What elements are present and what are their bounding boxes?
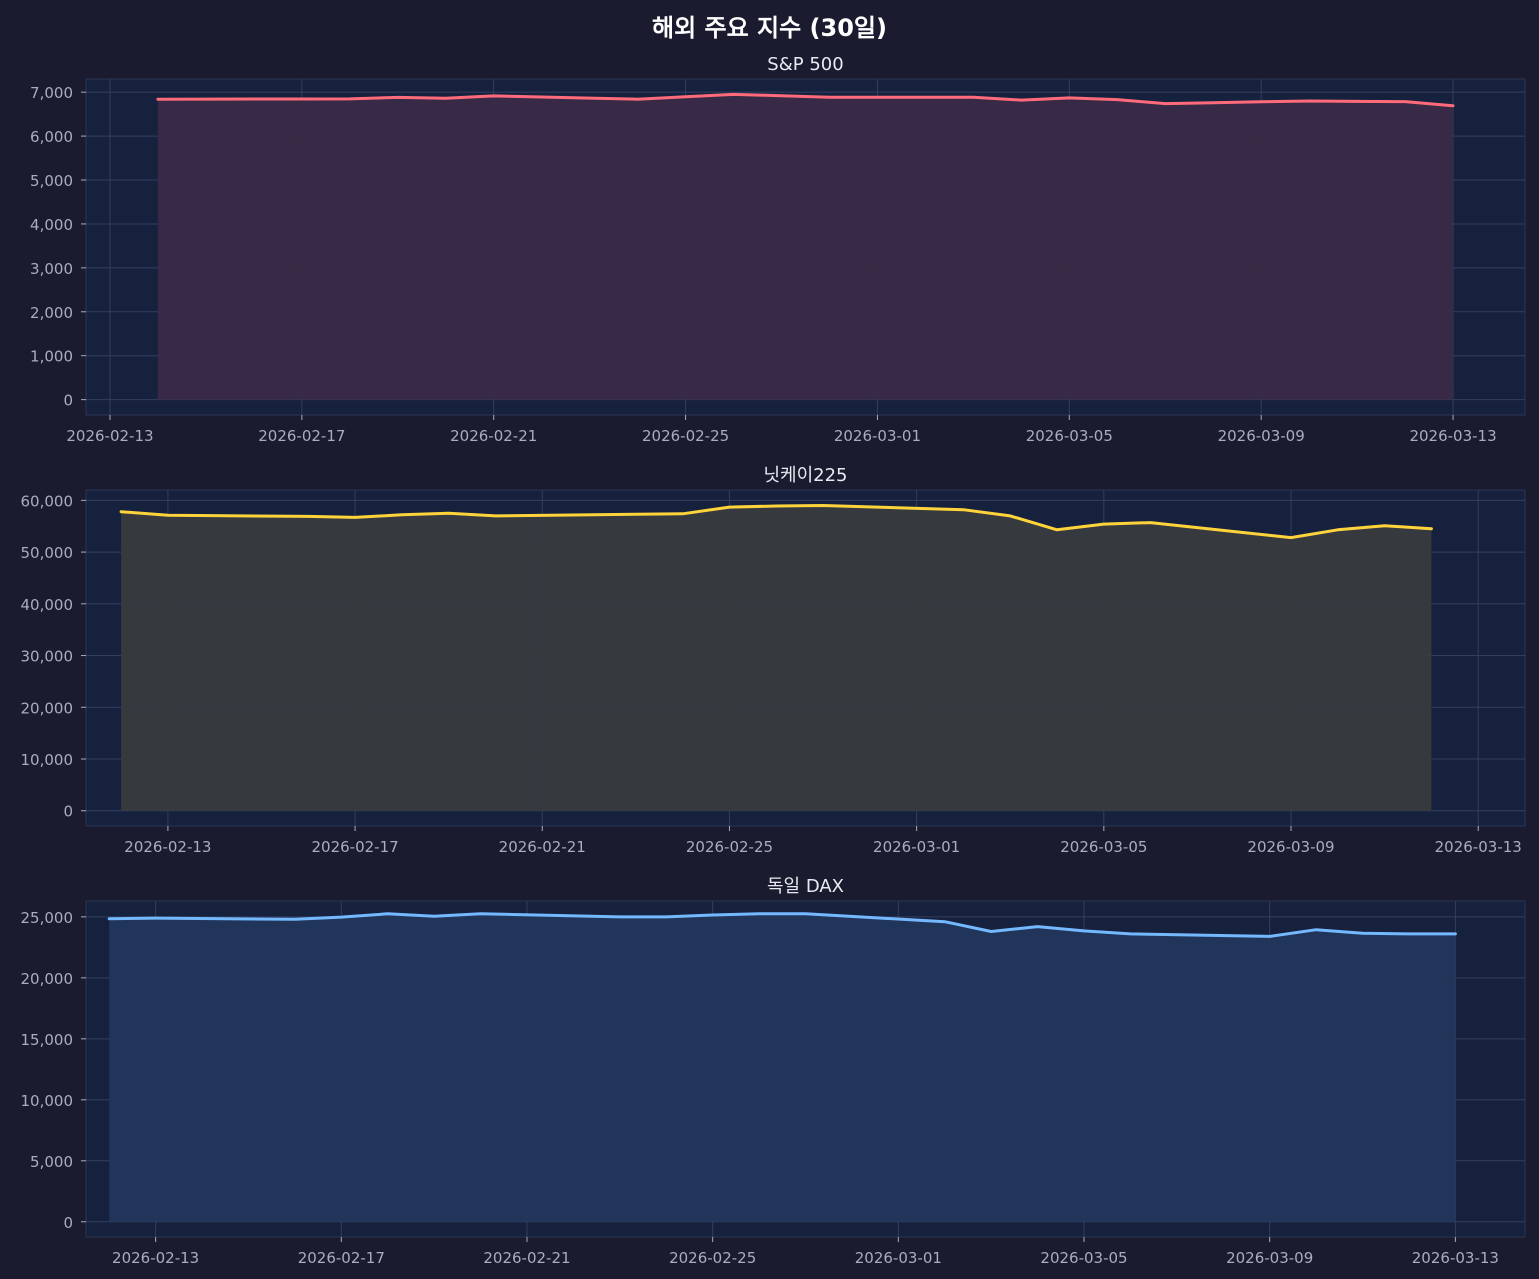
chart-panel: 0 5,000 10,000 15,000 20,000 25,000 2026-02-13… (21, 876, 1526, 1267)
x-tick-label: 2026-02-25 (642, 427, 729, 445)
x-tick-label: 2026-03-01 (855, 1249, 942, 1267)
x-tick-label: 2026-02-17 (298, 1249, 385, 1267)
y-tick-label: 2,000 (30, 304, 73, 322)
subplot-title: 닛케이225 (763, 465, 847, 486)
x-tick-label: 2026-03-01 (873, 838, 960, 856)
y-tick-label: 20,000 (21, 970, 74, 988)
y-tick-label: 6,000 (30, 128, 73, 146)
x-tick-label: 2026-02-25 (669, 1249, 756, 1267)
x-tick-label: 2026-03-13 (1435, 838, 1522, 856)
y-tick-label: 50,000 (21, 544, 74, 562)
figure-title: 해외 주요 지수 (30일) (652, 14, 887, 42)
series-line (119, 504, 1433, 540)
x-tick-label: 2026-02-17 (311, 838, 398, 856)
y-tick-label: 20,000 (21, 699, 74, 717)
x-tick-label: 2026-03-05 (1026, 427, 1113, 445)
series-area (109, 913, 1456, 1222)
x-tick-label: 2026-02-13 (66, 427, 153, 445)
x-tick-label: 2026-03-09 (1247, 838, 1334, 856)
x-tick-label: 2026-02-13 (124, 838, 211, 856)
x-tick-label: 2026-02-21 (499, 838, 586, 856)
x-tick-label: 2026-03-09 (1218, 427, 1305, 445)
x-tick-label: 2026-02-25 (686, 838, 773, 856)
x-tick-label: 2026-03-09 (1226, 1249, 1313, 1267)
y-tick-label: 15,000 (21, 1031, 74, 1049)
y-tick-label: 25,000 (21, 909, 74, 927)
series-area (121, 505, 1432, 811)
y-tick-label: 3,000 (30, 260, 73, 278)
y-tick-label: 60,000 (21, 492, 74, 510)
x-tick-label: 2026-02-13 (112, 1249, 199, 1267)
x-tick-label: 2026-02-21 (483, 1249, 570, 1267)
y-tick-label: 0 (63, 803, 73, 821)
x-tick-label: 2026-03-13 (1409, 427, 1496, 445)
x-tick-label: 2026-03-01 (834, 427, 921, 445)
x-tick-label: 2026-03-13 (1412, 1249, 1499, 1267)
y-tick-label: 0 (63, 1214, 73, 1232)
subplot-title: 독일 DAX (767, 876, 844, 897)
chart-panel: 0 10,000 20,000 30,000 40,000 50,000 60,000 202… (21, 465, 1526, 856)
series-line (156, 92, 1455, 108)
x-tick-label: 2026-03-05 (1060, 838, 1147, 856)
subplot-title: S&P 500 (767, 54, 843, 75)
x-tick-label: 2026-03-05 (1040, 1249, 1127, 1267)
y-tick-label: 4,000 (30, 216, 73, 234)
series-area (157, 94, 1454, 400)
y-tick-label: 5,000 (30, 1153, 73, 1171)
y-tick-label: 30,000 (21, 648, 74, 666)
y-tick-label: 10,000 (21, 751, 74, 769)
y-tick-label: 7,000 (30, 84, 73, 102)
y-tick-label: 0 (63, 392, 73, 410)
y-tick-label: 1,000 (30, 348, 73, 366)
y-tick-label: 5,000 (30, 172, 73, 190)
x-tick-label: 2026-02-17 (258, 427, 345, 445)
y-tick-label: 10,000 (21, 1092, 74, 1110)
x-tick-label: 2026-02-21 (450, 427, 537, 445)
y-tick-label: 40,000 (21, 596, 74, 614)
series-line (107, 912, 1457, 938)
chart-panel: 0 1,000 2,000 3,000 4,000 5,000 6,000 7,000 2026… (30, 54, 1526, 445)
